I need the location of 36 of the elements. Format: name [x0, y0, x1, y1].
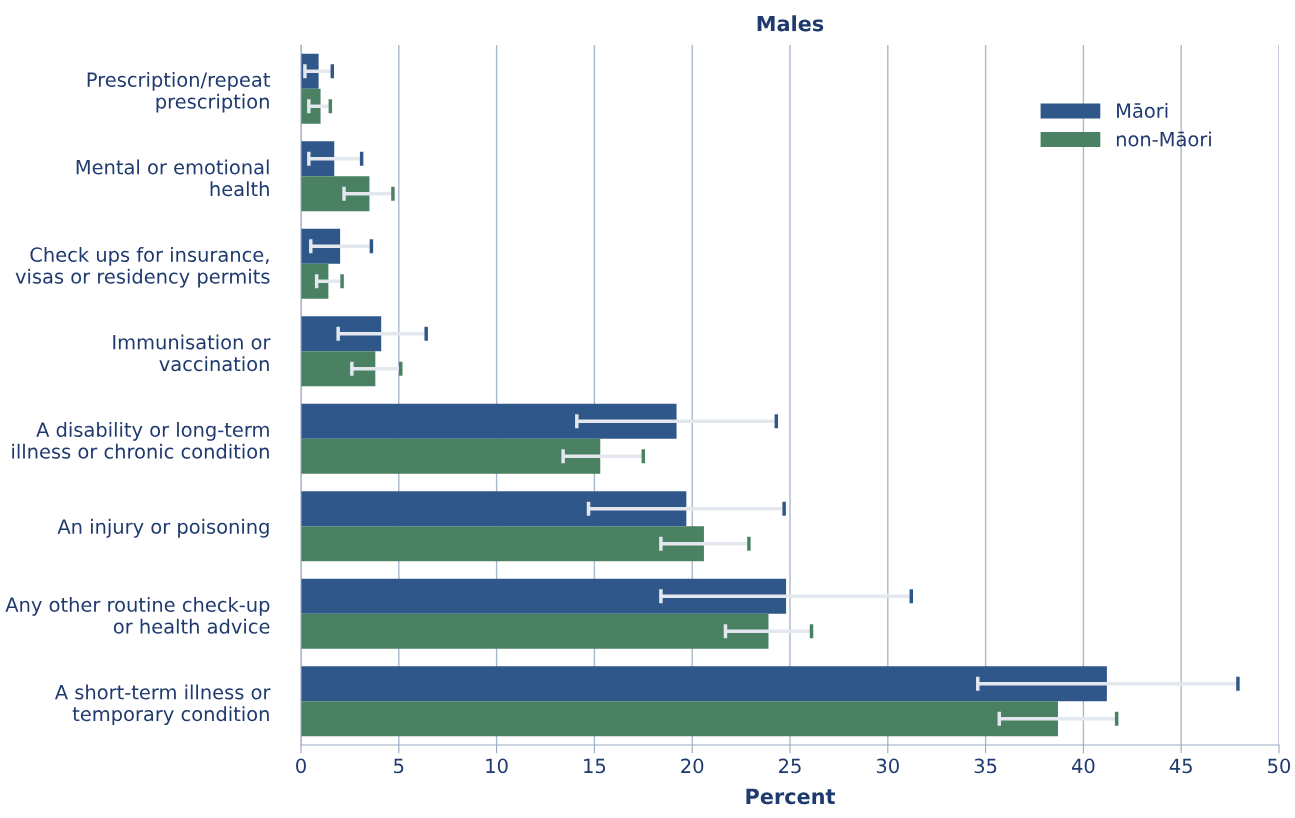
x-tick-label: 10 — [486, 758, 508, 774]
bar — [301, 438, 601, 474]
y-tick-label: An injury or poisoning — [57, 518, 269, 538]
x-tick-label: 45 — [1169, 758, 1192, 774]
bar — [301, 403, 677, 439]
y-tick-label: Immunisation or vaccination — [113, 334, 271, 372]
y-tick-label: Mental or emotional health — [76, 159, 269, 197]
x-tick-label: 30 — [876, 758, 899, 774]
bar — [301, 316, 382, 352]
y-tick-label: Any other routine check-up or health advice — [5, 596, 270, 634]
y-tick-label: A short-term illness or temporary condition — [54, 684, 271, 726]
legend-label: non-Māori — [1116, 131, 1211, 147]
x-tick-label: 35 — [974, 758, 997, 774]
x-tick-label: 50 — [1268, 758, 1291, 774]
x-tick-label: 25 — [779, 758, 801, 774]
y-tick-label: Prescription/repeat prescription — [87, 71, 270, 113]
bar — [301, 526, 704, 562]
x-axis-title: Percent — [746, 788, 835, 805]
bar — [301, 491, 687, 527]
x-tick-label: 5 — [394, 758, 404, 774]
bar — [301, 613, 769, 649]
bar — [301, 176, 370, 212]
x-tick-label: 0 — [296, 758, 306, 774]
y-tick-label: Check ups for insurance, visas or residency permits — [15, 246, 270, 288]
bar — [301, 666, 1107, 702]
chart-title: Males — [757, 15, 824, 32]
x-tick-label: 20 — [681, 758, 704, 774]
bar — [301, 351, 376, 387]
x-tick-label: 15 — [584, 758, 606, 774]
y-tick-label: A disability or long-term illness or chronic condition — [12, 421, 269, 459]
bar — [301, 228, 341, 264]
bar — [301, 578, 787, 614]
bar — [301, 263, 329, 299]
x-tick-label: 40 — [1071, 758, 1095, 774]
legend-label: Māori — [1117, 102, 1168, 118]
bar — [301, 701, 1058, 737]
